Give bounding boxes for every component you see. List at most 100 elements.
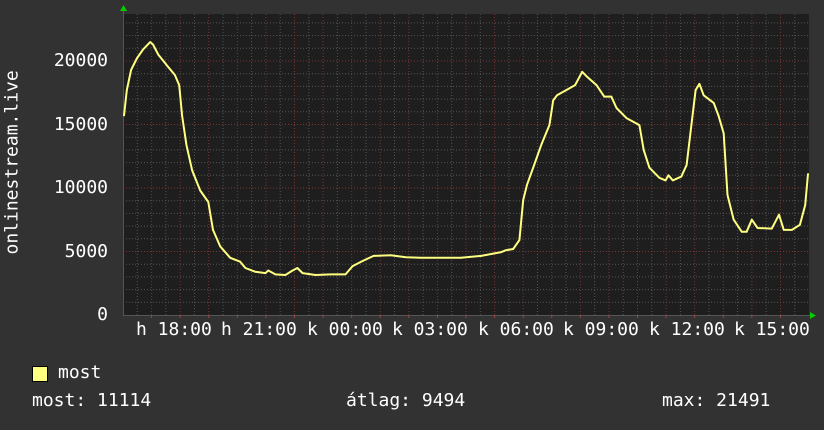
data-point: [615, 107, 618, 109]
data-point: [717, 114, 720, 117]
data-point: [685, 164, 688, 166]
data-point: [500, 251, 503, 253]
data-point: [642, 149, 645, 151]
data-point: [130, 69, 132, 71]
y-axis-title: onlinestream.live: [1, 70, 23, 255]
data-point: [344, 273, 347, 276]
data-point: [329, 273, 332, 276]
data-point: [522, 199, 524, 201]
data-point: [603, 95, 605, 98]
x-tick-label: k 12:00: [649, 319, 725, 340]
data-point: [229, 257, 231, 259]
data-point: [726, 194, 729, 196]
data-point: [244, 267, 247, 269]
data-point: [556, 94, 558, 97]
data-point: [638, 124, 641, 126]
data-point: [291, 269, 294, 272]
x-tick-label: k 06:00: [478, 319, 554, 340]
data-point: [152, 43, 154, 46]
data-point: [722, 132, 725, 135]
data-point: [301, 272, 304, 274]
data-point: [264, 272, 267, 274]
data-point: [185, 144, 188, 146]
stat-max: max: 21491: [662, 390, 771, 411]
data-point: [480, 255, 483, 257]
x-tick-label: k 09:00: [563, 319, 639, 340]
legend-swatch: [32, 366, 48, 382]
data-point: [123, 114, 125, 117]
data-point: [207, 201, 210, 203]
x-axis-arrow-icon: [810, 312, 816, 319]
y-tick-label: 0: [97, 304, 108, 325]
y-tick-label: 15000: [53, 114, 108, 135]
data-point: [296, 267, 299, 269]
y-tick-label: 5000: [64, 241, 108, 262]
x-tick-label: k 00:00: [307, 319, 383, 340]
data-point: [702, 94, 705, 97]
data-point: [804, 204, 806, 206]
data-point: [254, 271, 257, 273]
data-point: [149, 41, 151, 43]
data-point: [565, 89, 567, 92]
data-point: [712, 102, 715, 104]
data-point: [459, 257, 462, 259]
stat-current: most: 11114: [32, 390, 152, 411]
data-point: [595, 84, 598, 86]
data-point: [741, 231, 743, 233]
legend-label: most: [58, 362, 102, 383]
x-tick-label: h 18:00: [136, 319, 212, 340]
y-axis-arrow-icon: [120, 5, 127, 11]
y-tick-label: 10000: [53, 177, 108, 198]
data-point: [267, 269, 270, 272]
data-point: [732, 218, 735, 221]
data-point: [526, 184, 528, 186]
data-point: [799, 224, 801, 226]
data-point: [165, 64, 168, 66]
data-point: [219, 245, 221, 248]
data-point: [518, 239, 521, 241]
data-point: [405, 256, 407, 259]
data-point: [574, 84, 576, 86]
data-point: [372, 255, 375, 257]
data-point: [632, 121, 635, 123]
data-point: [174, 74, 176, 76]
x-tick-label: k 15:00: [734, 319, 810, 340]
data-point: [181, 114, 183, 117]
data-point: [212, 229, 214, 231]
data-point: [284, 274, 287, 276]
data-point: [512, 248, 514, 250]
data-point: [142, 48, 144, 51]
data-point: [419, 257, 422, 259]
data-point: [548, 124, 551, 126]
data-point: [191, 169, 193, 172]
data-point: [157, 53, 160, 56]
x-tick-label: k 03:00: [392, 319, 468, 340]
data-point: [274, 273, 277, 276]
data-point: [126, 89, 128, 92]
data-point: [199, 189, 201, 192]
data-point: [178, 84, 181, 86]
data-point: [664, 179, 667, 182]
data-point: [540, 144, 543, 146]
data-point: [807, 173, 809, 175]
data-point: [680, 175, 683, 178]
data-point: [625, 117, 628, 119]
x-tick-label: h 21:00: [221, 319, 297, 340]
data-point: [771, 227, 773, 230]
data-point: [389, 254, 392, 257]
data-point: [351, 265, 354, 267]
data-point: [671, 179, 674, 182]
data-point: [694, 89, 697, 92]
data-point: [533, 164, 535, 166]
data-point: [585, 75, 588, 78]
data-point: [361, 260, 364, 262]
data-point: [439, 257, 442, 259]
data-point: [505, 249, 507, 252]
data-point: [698, 83, 701, 85]
data-point: [314, 274, 317, 276]
data-point: [778, 213, 780, 216]
data-point: [667, 174, 670, 177]
data-point: [581, 70, 584, 73]
data-point: [136, 57, 138, 60]
